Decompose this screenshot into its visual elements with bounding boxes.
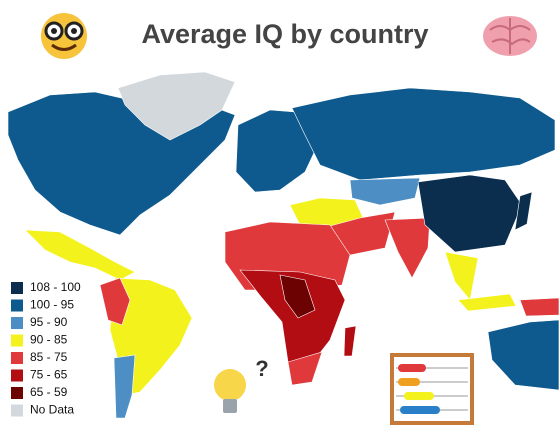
andes xyxy=(99,277,131,326)
south-africa xyxy=(287,351,323,386)
legend-swatch xyxy=(11,352,23,364)
india xyxy=(384,217,431,279)
europe xyxy=(235,109,321,193)
abacus-icon xyxy=(390,353,474,425)
legend-swatch xyxy=(11,334,23,347)
world-map xyxy=(7,71,559,419)
brain-icon xyxy=(483,16,537,56)
legend-swatch xyxy=(11,369,23,382)
japan xyxy=(514,191,533,231)
russia xyxy=(291,87,556,181)
legend-swatch xyxy=(11,299,23,312)
legend-label: 75 - 65 xyxy=(30,368,68,382)
papua xyxy=(519,297,559,317)
legend: 108 - 100 100 - 95 95 - 90 90 - 85 85 - 75 75… xyxy=(11,280,81,417)
legend-swatch xyxy=(11,282,23,294)
question-mark: ? xyxy=(255,356,268,381)
australia xyxy=(487,319,559,391)
legend-label: 65 - 59 xyxy=(30,385,68,399)
greenland xyxy=(117,71,236,141)
lightbulb-icon xyxy=(214,369,246,413)
indonesia xyxy=(457,293,517,312)
sahel xyxy=(279,274,316,319)
southern-cone xyxy=(113,354,136,419)
legend-label: 85 - 75 xyxy=(30,350,68,364)
madagascar xyxy=(343,325,357,357)
central-america xyxy=(24,229,136,281)
title: Average IQ by country xyxy=(141,19,428,49)
legend-label: No Data xyxy=(30,403,74,417)
central-asia xyxy=(349,177,421,206)
nerd-emoji xyxy=(41,13,87,59)
legend-swatch xyxy=(11,404,23,417)
legend-label: 95 - 90 xyxy=(30,315,68,329)
legend-swatch xyxy=(11,317,23,329)
legend-label: 100 - 95 xyxy=(30,298,74,312)
legend-label: 108 - 100 xyxy=(30,280,81,294)
legend-swatch xyxy=(11,387,23,399)
china xyxy=(417,174,523,253)
legend-label: 90 - 85 xyxy=(30,333,68,347)
